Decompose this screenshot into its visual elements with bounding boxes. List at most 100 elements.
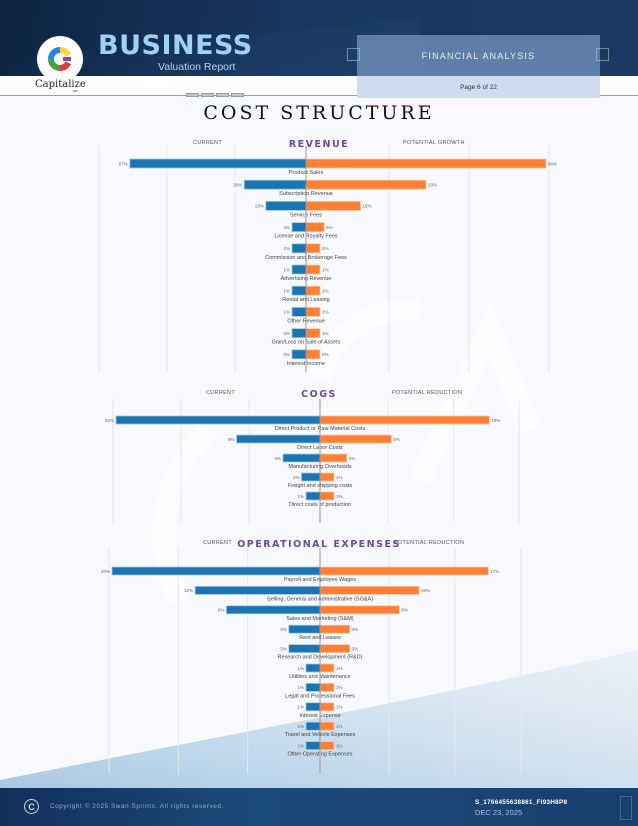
operational-expenses-chart: CURRENT OPERATIONAL EXPENSES POTENTIAL R… (0, 538, 638, 778)
potential-bar (319, 434, 392, 444)
potential-value-label: 15% (363, 204, 372, 209)
potential-value-label: 3% (352, 627, 359, 632)
potential-value-label: 8% (393, 437, 400, 442)
potential-bar (319, 453, 348, 463)
page-indicator: Page 6 of 22 (357, 76, 600, 98)
potential-bar (305, 243, 321, 254)
potential-value-label: 66% (548, 161, 557, 166)
report-footer: C Copyright © 2025 Swan Sprints. All rig… (0, 788, 638, 826)
potential-bar (319, 415, 490, 425)
potential-bar (319, 566, 489, 576)
current-bar (236, 434, 321, 444)
current-value-label: 2% (283, 246, 290, 251)
potential-bar (305, 222, 325, 232)
potential-value-label: 1% (336, 705, 343, 710)
potential-value-label: 3% (349, 456, 356, 461)
potential-bar (305, 349, 321, 360)
current-bar (225, 605, 321, 615)
document-date: DEC 23, 2025 (475, 808, 523, 817)
current-value-label: 4% (274, 456, 281, 461)
current-value-label: 0% (283, 352, 290, 357)
potential-bar (305, 285, 321, 296)
tab-marker (216, 93, 229, 97)
current-value-label: 1% (297, 743, 304, 748)
page-tabs (186, 93, 244, 97)
potential-value-label: 1% (322, 310, 329, 315)
current-value-label: 22% (105, 418, 114, 423)
potential-value-label: 33% (428, 183, 437, 188)
potential-bar (319, 624, 351, 634)
current-bar (305, 663, 321, 673)
potential-bar (319, 682, 335, 692)
current-bar (265, 201, 307, 211)
brand-subtitle: Valuation Report (158, 61, 236, 73)
potential-value-label: 5% (326, 225, 333, 230)
current-bar (291, 285, 307, 296)
potential-value-label: 19% (491, 418, 500, 423)
potential-bar (305, 264, 321, 275)
potential-bar (319, 491, 335, 501)
current-bar (291, 264, 307, 275)
document-id: S_1766455638861_FI93H8P8 (475, 799, 568, 806)
current-bar (291, 306, 307, 317)
current-bar (291, 243, 307, 254)
current-value-label: 2% (293, 475, 300, 480)
potential-value-label: 1% (336, 724, 343, 729)
potential-bar (305, 179, 427, 190)
copyright-icon: C (24, 799, 39, 814)
capitalize-logo-icon (37, 36, 83, 82)
current-value-label: 1% (297, 666, 304, 671)
cogs-chart: CURRENT COGS POTENTIAL REDUCTION 22% 19% D… (0, 387, 638, 527)
logo-wordmark: Capitalize (35, 79, 86, 90)
potential-value-label: 1% (322, 267, 329, 272)
potential-bar (319, 702, 335, 712)
chart-title: OPERATIONAL EXPENSES (237, 539, 401, 550)
current-value-label: 1% (297, 724, 304, 729)
chart-title: COGS (301, 389, 337, 400)
potential-bar (305, 328, 321, 339)
potential-axis-label: POTENTIAL REDUCTION (392, 390, 463, 396)
tab-marker (231, 93, 244, 97)
section-label: FINANCIAL ANALYSIS (357, 35, 600, 76)
potential-value-label: 1% (322, 289, 329, 294)
potential-axis-label: POTENTIAL GROWTH (403, 140, 465, 146)
current-bar (305, 741, 321, 751)
potential-bar (319, 586, 420, 595)
potential-bar (319, 741, 335, 751)
current-value-label: 1% (283, 267, 290, 272)
potential-value-label: 1% (336, 666, 343, 671)
current-value-label: 1% (297, 494, 304, 499)
chart-title: REVENUE (288, 139, 350, 150)
current-axis-label: CURRENT (193, 140, 222, 146)
potential-value-label: 17% (490, 569, 499, 574)
potential-bar (305, 158, 547, 169)
potential-bar (305, 201, 361, 211)
current-bar (291, 222, 307, 232)
current-value-label: 9% (228, 437, 235, 442)
current-bar (194, 586, 321, 595)
decorative-box-icon (620, 796, 632, 820)
brand-title: BUSINESS (98, 30, 253, 61)
current-value-label: 1% (297, 685, 304, 690)
potential-value-label: 3% (352, 646, 359, 651)
current-bar (301, 472, 321, 482)
potential-value-label: 10% (421, 588, 430, 593)
current-bar (288, 624, 321, 634)
current-bar (282, 453, 321, 463)
current-value-label: 13% (255, 204, 264, 209)
potential-bar (319, 472, 335, 482)
current-bar (115, 415, 321, 425)
potential-axis-label: POTENTIAL REDUCTION (394, 540, 465, 546)
potential-bar (319, 605, 400, 615)
revenue-chart: CURRENT REVENUE POTENTIAL GROWTH 57% 66% P… (0, 136, 638, 376)
current-bar (291, 328, 307, 339)
current-bar (288, 644, 321, 653)
potential-value-label: 1% (322, 331, 329, 336)
potential-bar (319, 663, 335, 673)
current-axis-label: CURRENT (206, 390, 235, 396)
current-value-label: 1% (297, 705, 304, 710)
current-value-label: 3% (280, 646, 287, 651)
tab-marker (201, 93, 214, 97)
potential-value-label: 1% (336, 685, 343, 690)
potential-value-label: 0% (322, 352, 329, 357)
